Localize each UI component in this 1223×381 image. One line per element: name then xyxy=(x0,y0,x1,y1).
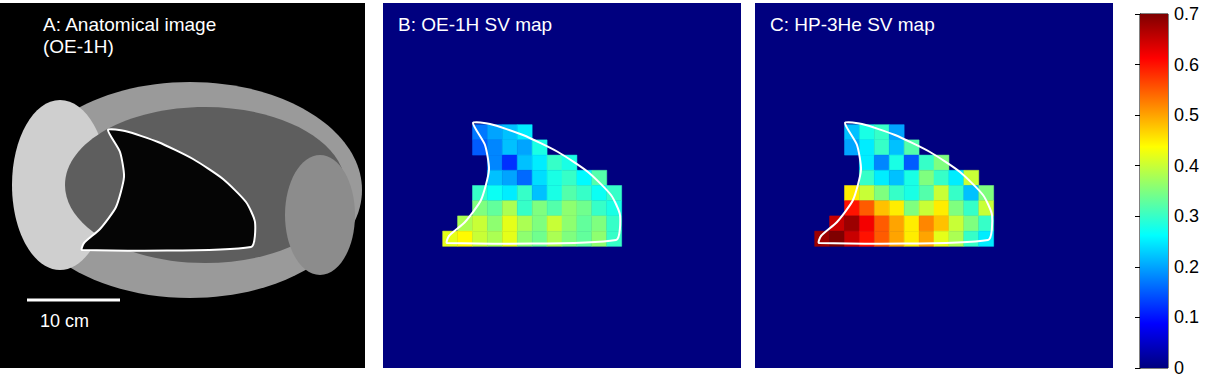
svg-text:10 cm: 10 cm xyxy=(40,311,89,331)
svg-text:B: OE-1H SV map: B: OE-1H SV map xyxy=(398,14,552,35)
svg-text:0.6: 0.6 xyxy=(1174,55,1199,75)
svg-text:0.1: 0.1 xyxy=(1174,307,1199,327)
svg-text:0.3: 0.3 xyxy=(1174,206,1199,226)
svg-text:0: 0 xyxy=(1174,358,1184,378)
svg-text:(OE-1H): (OE-1H) xyxy=(43,36,114,57)
svg-text:0.5: 0.5 xyxy=(1174,105,1199,125)
svg-text:0.7: 0.7 xyxy=(1174,4,1199,24)
svg-text:C: HP-3He SV map: C: HP-3He SV map xyxy=(770,14,935,35)
svg-text:0.2: 0.2 xyxy=(1174,257,1199,277)
svg-text:A: Anatomical image: A: Anatomical image xyxy=(43,14,216,35)
svg-text:0.4: 0.4 xyxy=(1174,156,1199,176)
